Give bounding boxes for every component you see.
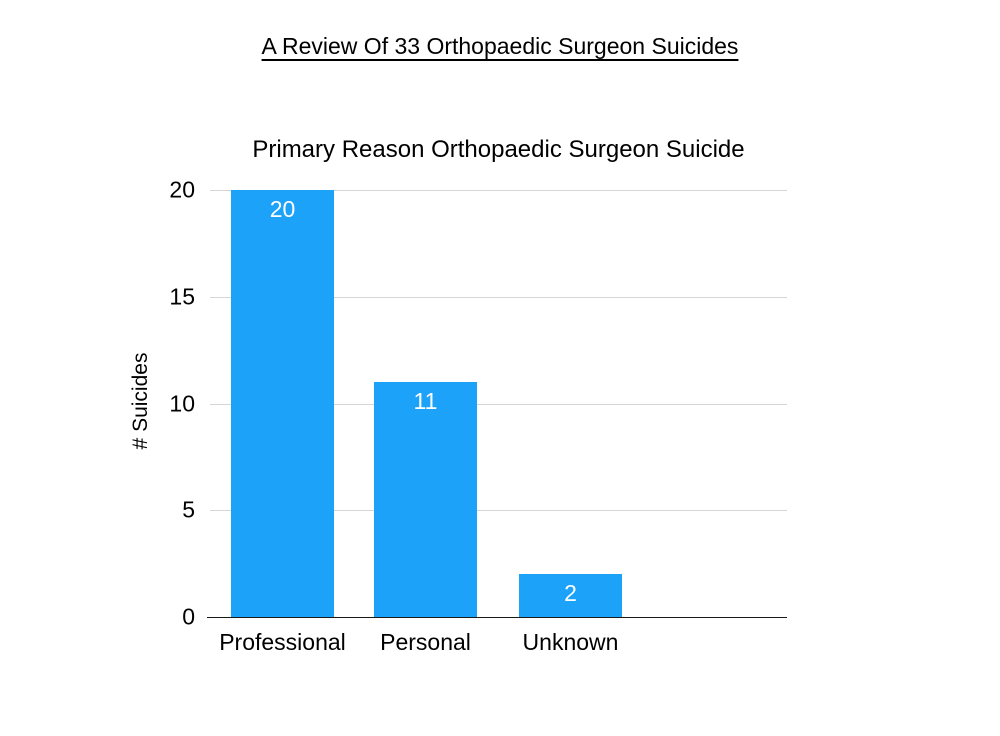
y-tick-label-10: 10 — [169, 390, 195, 416]
chart-title: Primary Reason Orthopaedic Surgeon Suici… — [252, 136, 745, 163]
x-axis-line — [207, 616, 787, 618]
x-category-label-personal: Personal — [380, 629, 471, 655]
bar-unknown: 2 — [519, 574, 622, 617]
x-category-label-professional: Professional — [219, 629, 346, 655]
y-tick-label-5: 5 — [182, 496, 195, 523]
x-category-label-unknown: Unknown — [522, 629, 619, 655]
gridline-10 — [210, 403, 787, 405]
gridline-15 — [210, 296, 787, 298]
gridline-20 — [210, 190, 787, 191]
plot-area: 20 11 2 — [207, 190, 787, 618]
y-tick-label-20: 20 — [169, 176, 195, 203]
bar-value-label-professional: 20 — [269, 196, 296, 222]
y-tick-label-0: 0 — [182, 603, 195, 630]
page-title: A Review Of 33 Orthopaedic Surgeon Suici… — [261, 33, 739, 59]
y-tick-label-15: 15 — [169, 283, 195, 310]
bar-value-label-personal: 11 — [413, 388, 438, 415]
bar-personal: 11 — [374, 382, 477, 617]
bar-value-label-unknown: 2 — [564, 580, 577, 607]
bar-professional: 20 — [231, 190, 334, 617]
gridline-5 — [210, 510, 787, 512]
